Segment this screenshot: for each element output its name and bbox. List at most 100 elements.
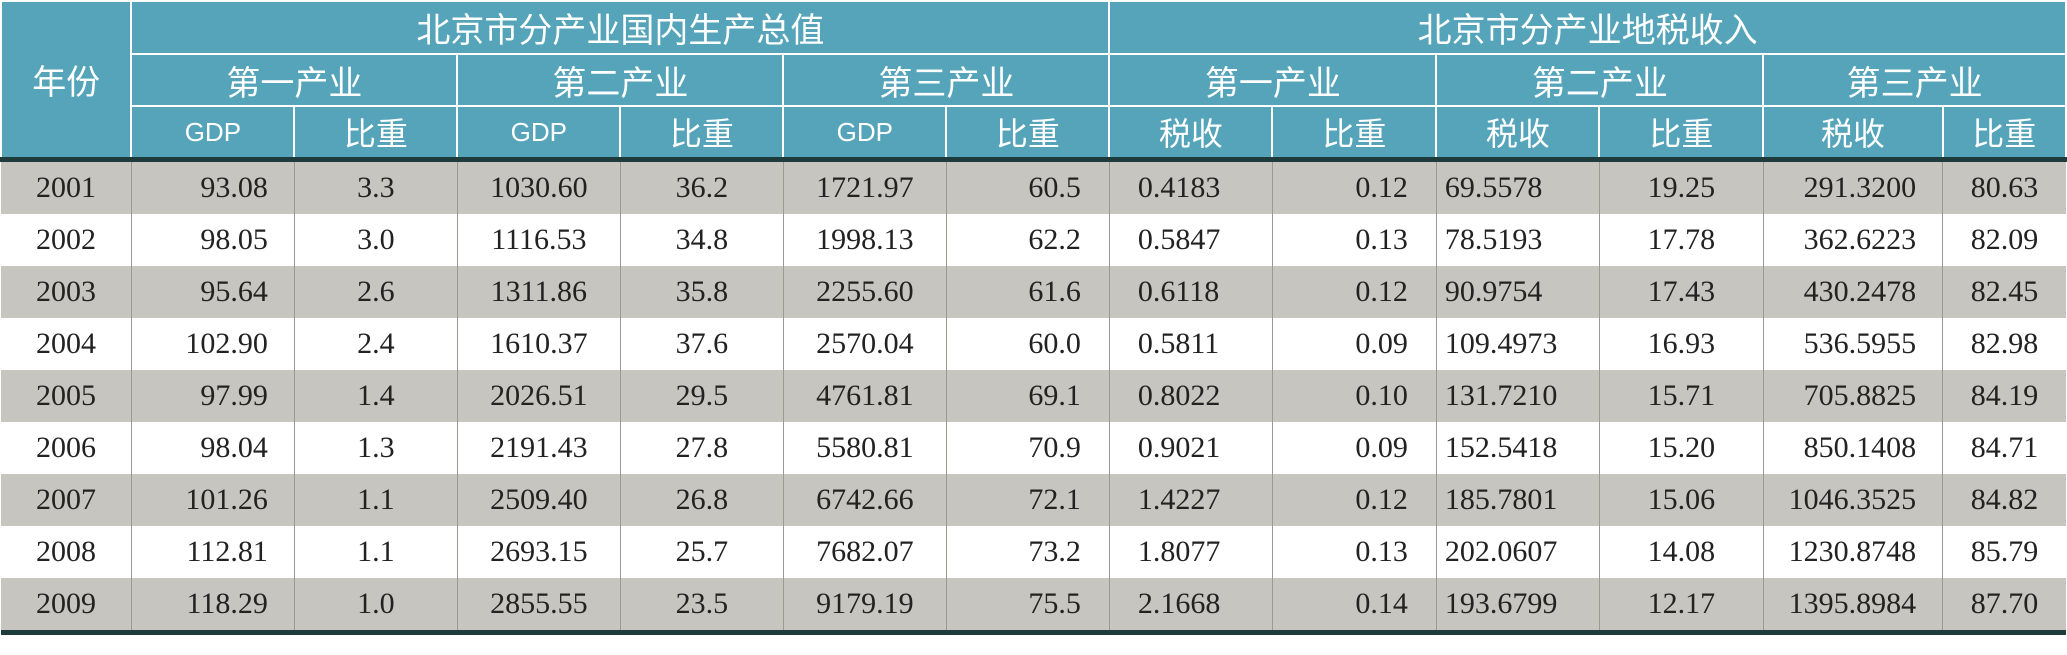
- primary-gdp-cell: 98.04: [130, 422, 295, 474]
- primary-tax-share-cell: 0.09: [1271, 422, 1437, 474]
- tertiary-gdp-cell: 7682.07: [782, 526, 947, 578]
- gdp-primary-share-header: 比重: [293, 105, 459, 161]
- secondary-share-cell: 34.8: [619, 214, 784, 266]
- secondary-tax-cell: 78.5193: [1435, 214, 1600, 266]
- secondary-gdp-cell: 2191.43: [456, 422, 621, 474]
- secondary-tax-cell: 69.5578: [1435, 157, 1600, 214]
- primary-tax-share-cell: 0.12: [1271, 266, 1437, 318]
- secondary-gdp-cell: 2026.51: [456, 370, 621, 422]
- primary-share-cell: 2.6: [293, 266, 458, 318]
- tax-tertiary-tax-header: 税收: [1762, 105, 1944, 161]
- table-row: 2003 95.64 2.6 1311.86 35.8 2255.60 61.6…: [1, 266, 2066, 318]
- secondary-gdp-cell: 1610.37: [456, 318, 621, 370]
- secondary-tax-cell: 152.5418: [1435, 422, 1600, 474]
- primary-tax-share-cell: 0.14: [1271, 578, 1437, 635]
- tertiary-gdp-cell: 9179.19: [782, 578, 947, 635]
- tax-secondary-header: 第二产业: [1435, 53, 1765, 107]
- gdp-secondary-gdp-header: GDP: [456, 105, 622, 161]
- primary-gdp-cell: 93.08: [130, 157, 295, 214]
- table-row: 2001 93.08 3.3 1030.60 36.2 1721.97 60.5…: [1, 157, 2066, 214]
- year-cell: 2002: [1, 214, 132, 266]
- primary-tax-share-cell: 0.13: [1271, 526, 1437, 578]
- tax-primary-share-header: 比重: [1271, 105, 1438, 161]
- gdp-tertiary-header: 第三产业: [782, 53, 1111, 107]
- tertiary-share-cell: 61.6: [945, 266, 1110, 318]
- table-row: 2008 112.81 1.1 2693.15 25.7 7682.07 73.…: [1, 526, 2066, 578]
- tertiary-share-cell: 60.0: [945, 318, 1110, 370]
- year-cell: 2009: [1, 578, 132, 635]
- table-row: 2004 102.90 2.4 1610.37 37.6 2570.04 60.…: [1, 318, 2066, 370]
- primary-tax-share-cell: 0.09: [1271, 318, 1437, 370]
- tertiary-tax-cell: 536.5955: [1762, 318, 1943, 370]
- secondary-share-cell: 36.2: [619, 157, 784, 214]
- gdp-primary-header: 第一产业: [130, 53, 459, 107]
- tertiary-tax-share-cell: 84.71: [1942, 422, 2066, 474]
- secondary-tax-cell: 90.9754: [1435, 266, 1600, 318]
- secondary-share-cell: 26.8: [619, 474, 784, 526]
- primary-tax-cell: 2.1668: [1108, 578, 1273, 635]
- gdp-secondary-header: 第二产业: [456, 53, 785, 107]
- tertiary-share-cell: 60.5: [945, 157, 1110, 214]
- tertiary-gdp-cell: 4761.81: [782, 370, 947, 422]
- secondary-gdp-cell: 2693.15: [456, 526, 621, 578]
- tertiary-tax-cell: 1046.3525: [1762, 474, 1943, 526]
- primary-gdp-cell: 101.26: [130, 474, 295, 526]
- table-row: 2005 97.99 1.4 2026.51 29.5 4761.81 69.1…: [1, 370, 2066, 422]
- gdp-group-header: 北京市分产业国内生产总值: [130, 0, 1111, 55]
- secondary-tax-cell: 193.6799: [1435, 578, 1600, 635]
- primary-gdp-cell: 98.05: [130, 214, 295, 266]
- secondary-tax-share-cell: 15.71: [1598, 370, 1764, 422]
- tax-tertiary-header: 第三产业: [1762, 53, 2067, 107]
- tertiary-share-cell: 72.1: [945, 474, 1110, 526]
- secondary-tax-share-cell: 12.17: [1598, 578, 1764, 635]
- tertiary-tax-share-cell: 82.98: [1942, 318, 2066, 370]
- secondary-gdp-cell: 2509.40: [456, 474, 621, 526]
- tertiary-tax-share-cell: 82.45: [1942, 266, 2066, 318]
- tertiary-gdp-cell: 6742.66: [782, 474, 947, 526]
- tertiary-gdp-cell: 1721.97: [782, 157, 947, 214]
- tax-primary-tax-header: 税收: [1108, 105, 1274, 161]
- secondary-share-cell: 37.6: [619, 318, 784, 370]
- primary-tax-cell: 0.9021: [1108, 422, 1273, 474]
- tertiary-gdp-cell: 2570.04: [782, 318, 947, 370]
- table-row: 2002 98.05 3.0 1116.53 34.8 1998.13 62.2…: [1, 214, 2066, 266]
- year-cell: 2008: [1, 526, 132, 578]
- primary-tax-share-cell: 0.12: [1271, 474, 1437, 526]
- primary-tax-cell: 0.4183: [1108, 157, 1273, 214]
- tertiary-tax-share-cell: 84.19: [1942, 370, 2066, 422]
- tertiary-gdp-cell: 1998.13: [782, 214, 947, 266]
- primary-share-cell: 3.0: [293, 214, 458, 266]
- secondary-tax-share-cell: 17.43: [1598, 266, 1764, 318]
- secondary-tax-cell: 131.7210: [1435, 370, 1600, 422]
- tertiary-share-cell: 62.2: [945, 214, 1110, 266]
- secondary-share-cell: 23.5: [619, 578, 784, 635]
- primary-share-cell: 1.1: [293, 474, 458, 526]
- tertiary-tax-cell: 850.1408: [1762, 422, 1943, 474]
- primary-gdp-cell: 112.81: [130, 526, 295, 578]
- secondary-tax-share-cell: 17.78: [1598, 214, 1764, 266]
- tertiary-share-cell: 73.2: [945, 526, 1110, 578]
- secondary-tax-cell: 202.0607: [1435, 526, 1600, 578]
- year-column-header: 年份: [0, 0, 133, 161]
- secondary-tax-share-cell: 15.06: [1598, 474, 1764, 526]
- tertiary-gdp-cell: 2255.60: [782, 266, 947, 318]
- table-row: 2009 118.29 1.0 2855.55 23.5 9179.19 75.…: [1, 578, 2066, 635]
- tertiary-tax-share-cell: 85.79: [1942, 526, 2066, 578]
- primary-tax-cell: 0.5847: [1108, 214, 1273, 266]
- tax-group-header: 北京市分产业地税收入: [1108, 0, 2067, 55]
- secondary-tax-share-cell: 14.08: [1598, 526, 1764, 578]
- primary-tax-cell: 1.4227: [1108, 474, 1273, 526]
- tax-secondary-tax-header: 税收: [1435, 105, 1601, 161]
- year-cell: 2005: [1, 370, 132, 422]
- primary-tax-share-cell: 0.12: [1271, 157, 1437, 214]
- secondary-gdp-cell: 2855.55: [456, 578, 621, 635]
- table-row: 2007 101.26 1.1 2509.40 26.8 6742.66 72.…: [1, 474, 2066, 526]
- primary-share-cell: 1.0: [293, 578, 458, 635]
- year-cell: 2001: [1, 157, 132, 214]
- gdp-tertiary-share-header: 比重: [945, 105, 1111, 161]
- tertiary-tax-share-cell: 82.09: [1942, 214, 2066, 266]
- secondary-tax-cell: 109.4973: [1435, 318, 1600, 370]
- secondary-tax-share-cell: 16.93: [1598, 318, 1764, 370]
- tax-tertiary-share-header: 比重: [1941, 105, 2067, 161]
